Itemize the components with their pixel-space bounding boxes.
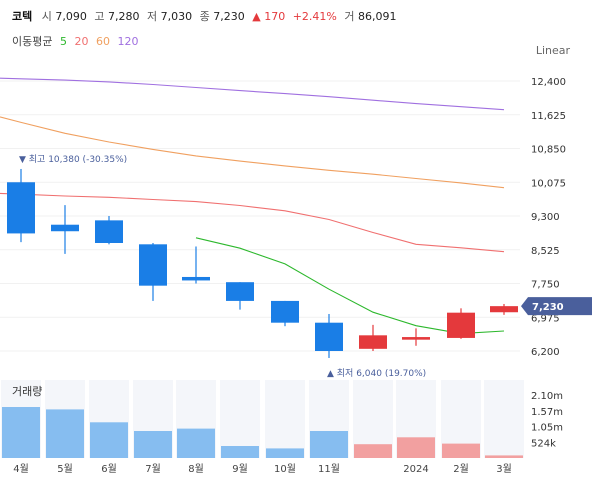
candle-body [490,306,518,313]
ma-line-60 [0,116,505,189]
x-tick-label: 4월 [13,463,29,475]
candle-body [271,300,299,323]
y-tick-label: 7,750 [531,280,560,291]
ma-line-120 [0,77,505,111]
x-tick-label: 2월 [453,463,469,475]
candle-body [447,312,475,338]
x-tick-label: 9월 [232,463,248,475]
volume-tick-label: 2.10m [531,391,563,402]
y-tick-label: 6,200 [531,347,560,358]
y-tick-label: 11,625 [531,111,566,122]
low-value: 7,030 [160,10,193,23]
moving-average-legend[interactable]: 이동평균 5 20 60 120 [12,33,142,49]
ma-period-120: 120 [117,35,139,48]
x-tick-label: 7월 [145,463,161,475]
close-value: 7,230 [213,10,245,23]
candle-body [7,182,35,234]
candle-body [226,282,254,301]
close-label: 종 [199,10,210,23]
ma-period-60: 60 [95,35,110,48]
y-tick-label: 6,975 [531,313,560,324]
x-tick-label: 8월 [188,463,204,475]
ma-line-20 [0,192,505,253]
y-tick-label: 10,075 [531,178,566,189]
low-label: 저 [147,10,158,23]
volume-bar [177,428,215,458]
y-tick-label: 9,300 [531,212,560,223]
volume-bar [397,437,435,458]
volume-bar [90,422,128,458]
candle-body [315,322,343,351]
volume-column-bg [220,380,260,458]
volume-label: 거 [344,10,355,23]
volume-panel-label: 거래량 [12,385,42,398]
candle-body [95,220,123,243]
volume-tick-label: 524k [531,438,556,449]
volume-bar [221,446,259,458]
volume-bar [266,448,304,458]
x-tick-label: 3월 [496,463,512,475]
volume-column-bg [265,380,305,458]
high-label: 고 [94,10,105,23]
volume-bar [442,443,480,458]
high-annotation: ▼ 최고 10,380 (-30.35%) [19,154,127,165]
ma-period-5: 5 [59,35,67,48]
y-tick-label: 8,525 [531,246,560,257]
candle-body [182,276,210,281]
x-tick-label: 2024 [403,464,428,475]
volume-bar [134,431,172,458]
candle-body [359,335,387,349]
stock-name: 코텍 [12,10,33,23]
y-tick-label: 12,400 [531,77,566,88]
x-tick-label: 10월 [274,463,296,475]
volume-tick-label: 1.05m [531,423,563,434]
x-tick-label: 11월 [318,463,340,475]
volume-bar [354,444,392,458]
y-tick-label: 10,850 [531,145,566,156]
open-label: 시 [41,10,52,23]
volume-bar [46,409,84,458]
low-annotation: ▲ 최저 6,040 (19.70%) [327,368,426,379]
volume-bar [310,431,348,458]
volume-tick-label: 1.57m [531,407,563,418]
volume-value: 86,091 [358,10,397,23]
last-price-badge [521,297,592,316]
open-value: 7,090 [55,10,87,23]
change-value: 170 [264,10,286,23]
ma-period-20: 20 [74,35,89,48]
last-price-label: 7,230 [532,302,564,313]
high-value: 7,280 [108,10,140,23]
candle-body [51,224,79,232]
change-arrow-icon: ▲ [252,10,261,23]
x-tick-label: 5월 [57,463,73,475]
candle-body [402,337,430,340]
price-header: 코텍 시 7,090 고 7,280 저 7,030 종 7,230 ▲ 170… [12,8,401,24]
x-tick-label: 6월 [101,463,117,475]
change-percent: +2.41% [292,10,337,23]
volume-bar [2,407,40,458]
volume-column-bg [484,380,524,458]
volume-bar [485,455,523,458]
ma-label: 이동평균 [12,35,53,48]
candle-body [139,244,167,286]
scale-toggle-button[interactable]: Linear [535,44,570,57]
